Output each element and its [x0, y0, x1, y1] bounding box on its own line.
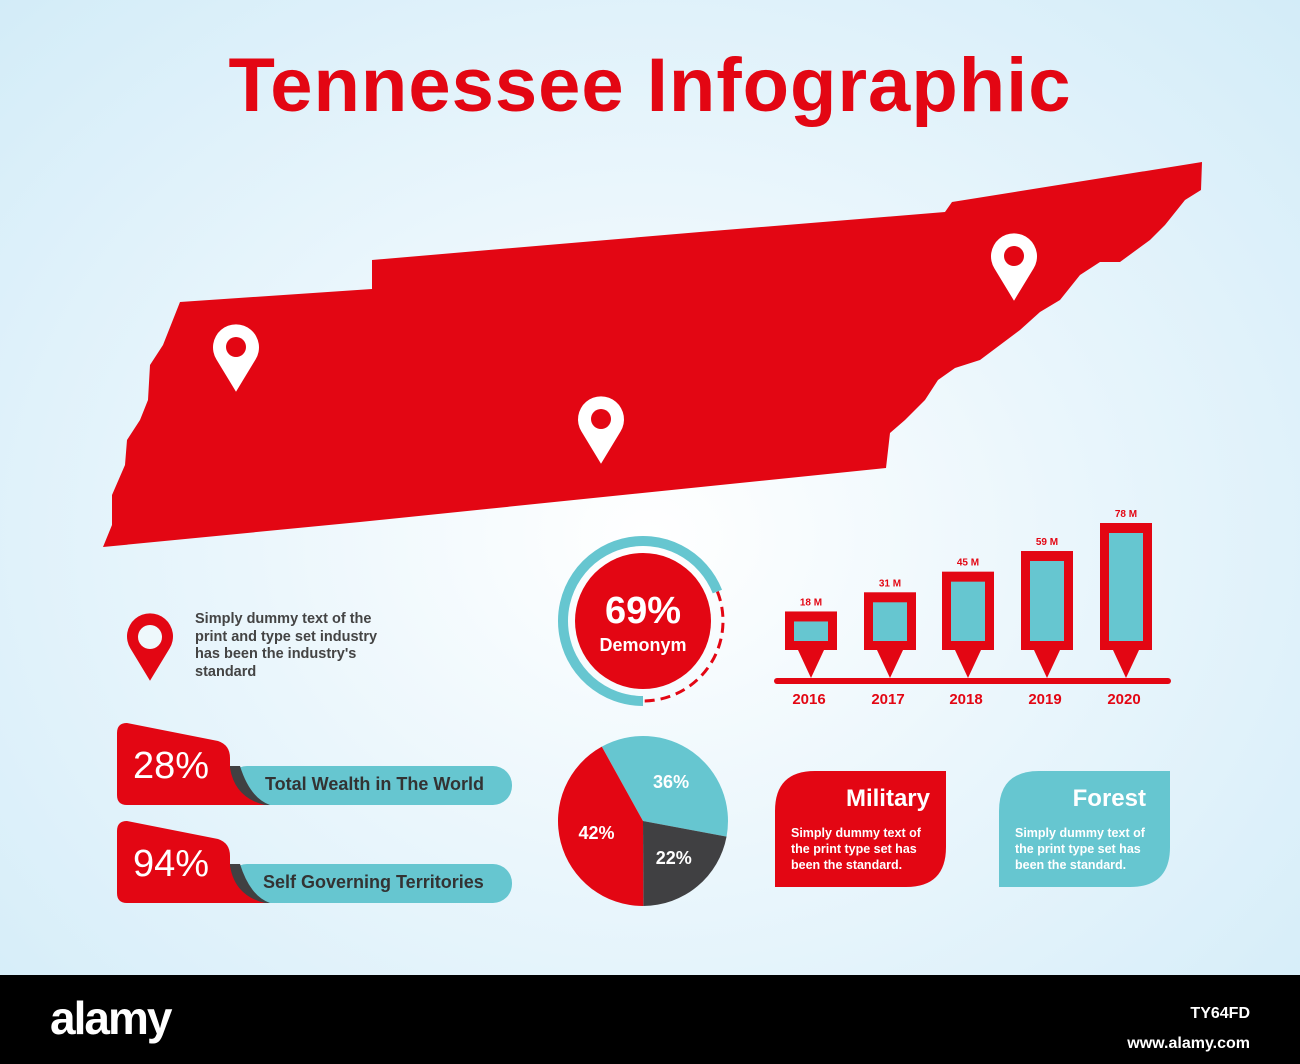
graphics-layer: 18 M 2016 31 M 2017 45 M 2018 59 M 2019 78 M 2020…	[103, 162, 1202, 906]
bar-pointer	[1113, 650, 1139, 678]
map-pin-icon	[991, 233, 1037, 301]
stat-label: Total Wealth in The World	[265, 774, 484, 794]
bar-pointer	[798, 650, 824, 678]
stat-label: Self Governing Territories	[263, 872, 484, 892]
bar-pointer	[955, 650, 981, 678]
pin-hole	[138, 625, 162, 649]
bar	[873, 602, 907, 641]
footer-url: www.alamy.com	[1127, 1035, 1250, 1052]
bar-category-label: 2019	[1028, 691, 1061, 708]
ring-label: Demonym	[599, 635, 687, 655]
alamy-logo: alamy	[50, 992, 172, 1044]
ring-progress	[558, 536, 723, 706]
ring-remainder	[642, 590, 725, 703]
card-military: Military Simply dummy text of the print …	[775, 771, 946, 887]
bar	[951, 581, 985, 641]
pie-slice	[557, 746, 644, 906]
stat-badge	[117, 723, 265, 805]
image-id: TY64FD	[1190, 1005, 1250, 1022]
card-text: Simply dummy text of the print type set …	[791, 826, 921, 872]
stat-percent: 28%	[133, 745, 210, 787]
card-background	[999, 771, 1170, 887]
bar-category-label: 2016	[792, 691, 825, 708]
bar-data-label: 18 M	[800, 597, 822, 608]
ring-percent: 69%	[604, 590, 682, 632]
bar-category-label: 2017	[871, 691, 904, 708]
pin-hole	[1004, 246, 1024, 266]
bar	[1030, 561, 1064, 641]
ring-center	[575, 553, 711, 689]
bar-category-label: 2020	[1107, 691, 1140, 708]
pie-slice	[643, 821, 727, 906]
bar-category-label: 2018	[949, 691, 982, 708]
bar-data-label: 31 M	[879, 578, 901, 589]
stat-territories: 94% Self Governing Territories	[117, 821, 517, 903]
stat-bar	[228, 864, 512, 903]
pie-slice	[601, 736, 728, 837]
stat-bar	[228, 766, 512, 805]
stat-wealth: 28% Total Wealth in The World	[117, 723, 517, 805]
footer-info: TY64FD www.alamy.com	[1127, 999, 1250, 1059]
note-text: Simply dummy text of the print and type …	[195, 611, 378, 680]
pie-label: 36%	[653, 772, 689, 792]
bar	[1109, 533, 1143, 641]
bar-pointer	[1034, 650, 1060, 678]
card-text: Simply dummy text of the print type set …	[1015, 826, 1145, 872]
bar-data-label: 78 M	[1115, 509, 1137, 520]
page-title: Tennessee Infographic	[228, 43, 1072, 128]
tennessee-map	[103, 162, 1202, 547]
map-pin-icon	[578, 396, 624, 464]
bar-pointer	[877, 650, 903, 678]
stat-percent: 94%	[133, 843, 210, 885]
card-background	[775, 771, 946, 887]
card-title: Military	[845, 785, 930, 812]
footer: alamy TY64FD www.alamy.com	[0, 975, 1300, 1064]
pin-hole	[226, 337, 246, 357]
bar-axis	[774, 678, 1171, 684]
card-title: Forest	[1072, 785, 1146, 812]
stat-badge	[117, 821, 265, 903]
bar-data-label: 45 M	[957, 558, 979, 569]
map-pin-icon	[213, 324, 259, 392]
pin-hole	[591, 409, 611, 429]
pie-label: 22%	[656, 848, 692, 868]
pie-label: 42%	[579, 823, 615, 843]
card-forest: Forest Simply dummy text of the print ty…	[999, 771, 1170, 887]
bar	[794, 621, 828, 641]
bar-data-label: 59 M	[1036, 537, 1058, 548]
